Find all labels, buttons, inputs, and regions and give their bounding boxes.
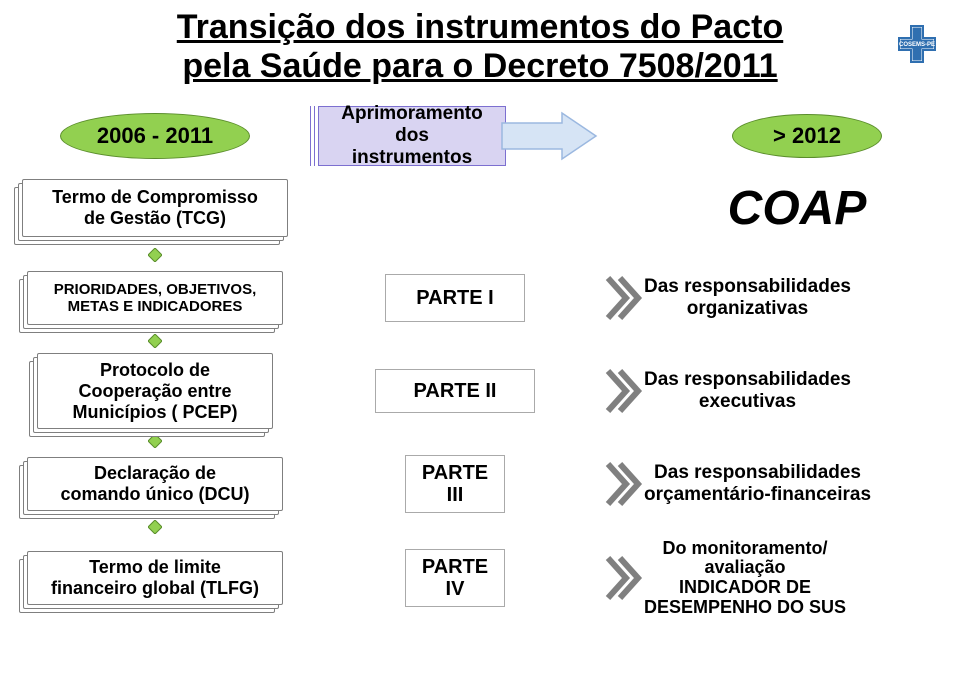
diamond-icon	[148, 334, 162, 348]
coap-heading: COAP	[728, 181, 867, 236]
year-gt-2012: > 2012	[732, 114, 882, 158]
parte-2-box: PARTE II	[375, 369, 535, 413]
year-range-2006-2011: 2006 - 2011	[60, 113, 250, 159]
resp-executivas: Das responsabilidades executivas	[644, 369, 851, 413]
chevron-right-icon	[604, 460, 644, 508]
arrow-right-icon	[500, 109, 600, 163]
resp-orcamentario: Das responsabilidades orçamentário-finan…	[644, 462, 871, 506]
parte-1-box: PARTE I	[385, 274, 525, 322]
logo: COSEMS-PE	[894, 24, 940, 66]
parte-3-box: PARTE III	[405, 455, 505, 513]
tlfg-box: Termo de limite financeiro global (TLFG)	[27, 551, 283, 605]
aprimoramento-box: Aprimoramento dos instrumentos	[318, 106, 506, 166]
diamond-icon	[148, 520, 162, 534]
tcg-box: Termo de Compromisso de Gestão (TCG)	[22, 179, 288, 237]
diamond-icon	[148, 248, 162, 262]
chevron-right-icon	[604, 367, 644, 415]
logo-text: COSEMS-PE	[899, 42, 935, 48]
page-title: Transição dos instrumentos do Pacto pela…	[40, 8, 920, 86]
prioridades-box: PRIORIDADES, OBJETIVOS, METAS E INDICADO…	[27, 271, 283, 325]
chevron-right-icon	[604, 274, 644, 322]
title-line-1: Transição dos instrumentos do Pacto	[177, 8, 783, 46]
title-line-2: pela Saúde para o Decreto 7508/2011	[182, 47, 777, 85]
chevron-right-icon	[604, 554, 644, 602]
dcu-box: Declaração de comando único (DCU)	[27, 457, 283, 511]
pcep-box: Protocolo de Cooperação entre Municípios…	[37, 353, 273, 429]
resp-monitoramento: Do monitoramento/ avaliação INDICADOR DE…	[644, 539, 846, 618]
resp-organizativas: Das responsabilidades organizativas	[644, 276, 851, 320]
parte-4-box: PARTE IV	[405, 549, 505, 607]
